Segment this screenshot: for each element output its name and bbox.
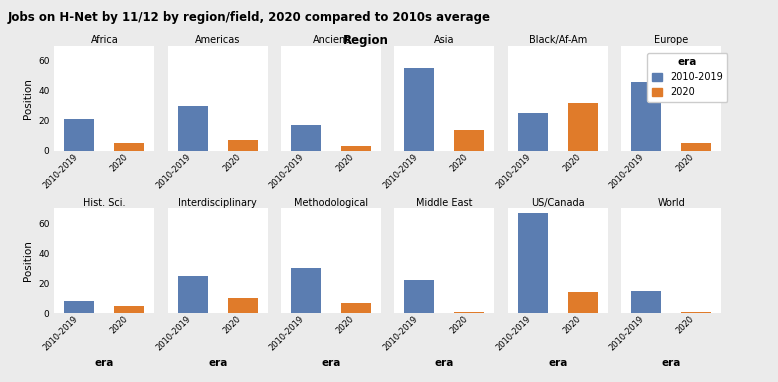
X-axis label: era: era <box>661 358 681 368</box>
Bar <box>291 268 321 313</box>
Bar <box>228 298 258 313</box>
Bar <box>568 103 598 151</box>
X-axis label: era: era <box>548 358 567 368</box>
Bar <box>114 306 145 313</box>
Bar <box>341 146 371 151</box>
Title: Americas: Americas <box>195 35 240 45</box>
X-axis label: era: era <box>95 358 114 368</box>
Title: Black/Af-Am: Black/Af-Am <box>528 35 587 45</box>
Bar <box>405 68 434 151</box>
Bar <box>681 143 711 151</box>
Bar <box>631 82 661 151</box>
Title: Interdisciplinary: Interdisciplinary <box>178 197 257 207</box>
Bar <box>518 213 548 313</box>
Bar <box>178 106 208 151</box>
Bar <box>405 280 434 313</box>
Bar <box>114 143 145 151</box>
Bar <box>291 125 321 151</box>
X-axis label: era: era <box>321 358 341 368</box>
Title: US/Canada: US/Canada <box>531 197 584 207</box>
Bar <box>228 140 258 151</box>
Text: Jobs on H-Net by 11/12 by region/field, 2020 compared to 2010s average: Jobs on H-Net by 11/12 by region/field, … <box>8 11 491 24</box>
Title: World: World <box>657 197 685 207</box>
Bar <box>568 292 598 313</box>
Bar <box>341 303 371 313</box>
Bar <box>454 312 485 313</box>
Title: Asia: Asia <box>434 35 454 45</box>
Bar <box>65 301 94 313</box>
Y-axis label: Position: Position <box>23 240 33 281</box>
Bar <box>518 113 548 151</box>
Bar <box>631 291 661 313</box>
X-axis label: era: era <box>435 358 454 368</box>
Title: Europe: Europe <box>654 35 689 45</box>
Title: Ancient: Ancient <box>313 35 349 45</box>
Text: Region: Region <box>343 34 388 47</box>
Title: Hist. Sci.: Hist. Sci. <box>83 197 126 207</box>
Bar <box>454 130 485 151</box>
Y-axis label: Position: Position <box>23 78 33 119</box>
Title: Middle East: Middle East <box>416 197 473 207</box>
Bar <box>681 312 711 313</box>
Bar <box>65 119 94 151</box>
X-axis label: era: era <box>208 358 227 368</box>
Title: Methodological: Methodological <box>294 197 368 207</box>
Legend: 2010-2019, 2020: 2010-2019, 2020 <box>647 53 727 102</box>
Bar <box>178 276 208 313</box>
Title: Africa: Africa <box>90 35 118 45</box>
